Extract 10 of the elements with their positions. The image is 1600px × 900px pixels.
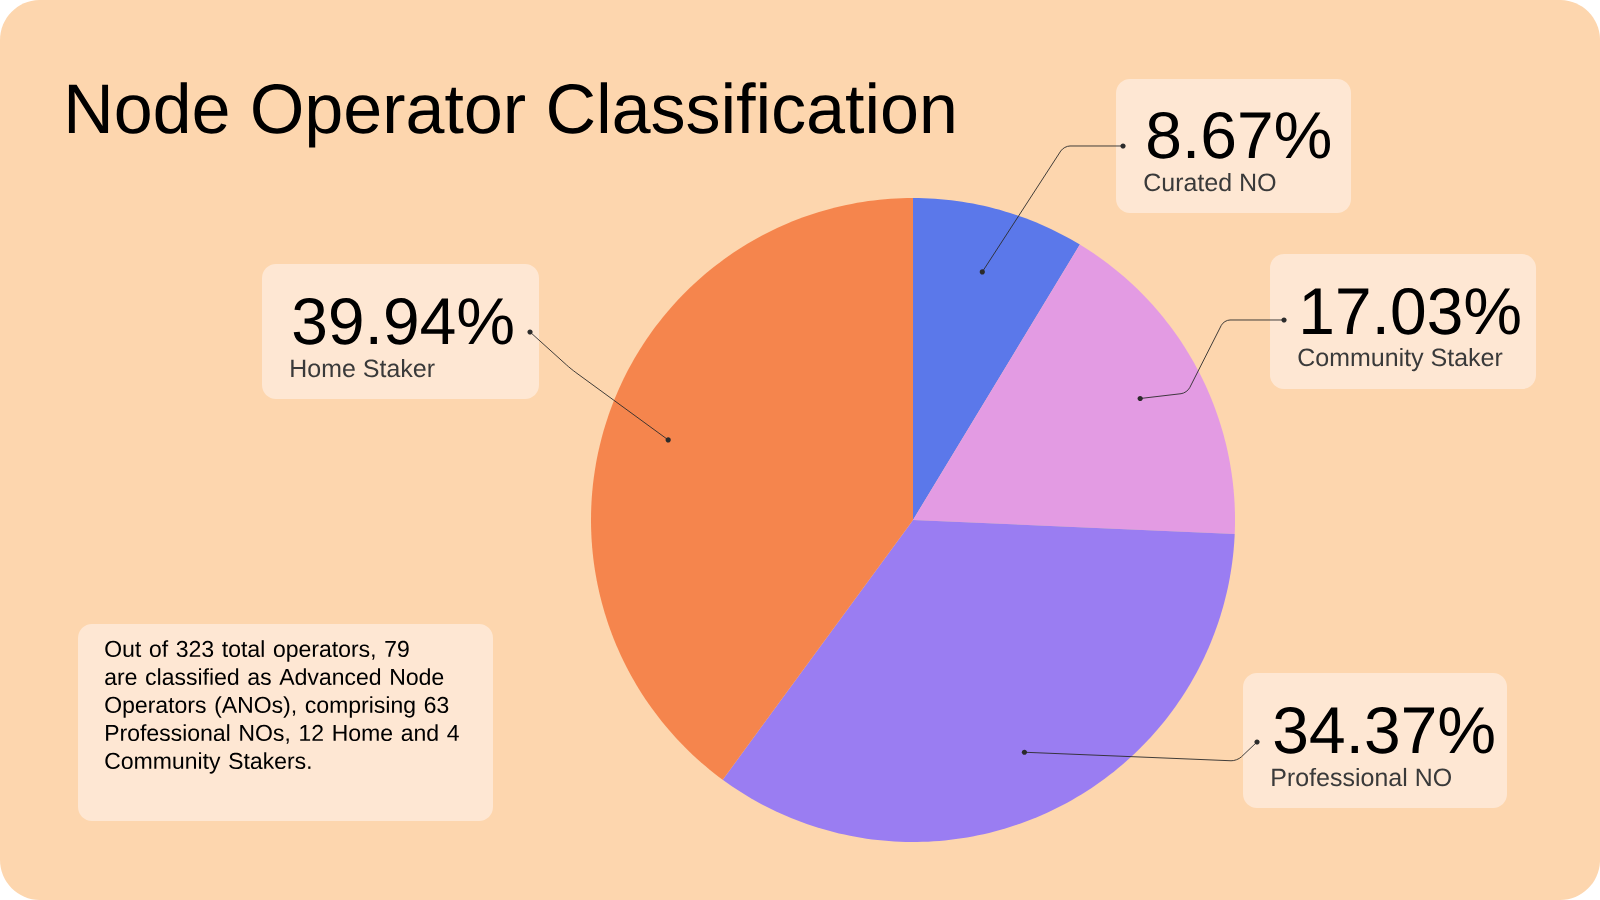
slice-label: Community Staker <box>1298 347 1503 372</box>
slice-label: Curated NO <box>1144 172 1276 192</box>
slice-label: Professional NO <box>1272 767 1451 787</box>
slice-label: Home Staker <box>291 358 435 378</box>
chart-title: Node Operator Classification <box>68 82 954 148</box>
text: Out of 323 total operators, 79 are classified as Advanced Node Operators (ANOs), comprising 63 Professional NOs, 12 Home and 4 Community Stakers. <box>105 640 459 774</box>
data-label: 17.03% <box>1303 287 1520 335</box>
data-label: 39.94% <box>293 297 513 345</box>
data-label: 34.37% <box>1274 706 1494 754</box>
data-label: 8.67% <box>1148 111 1330 159</box>
